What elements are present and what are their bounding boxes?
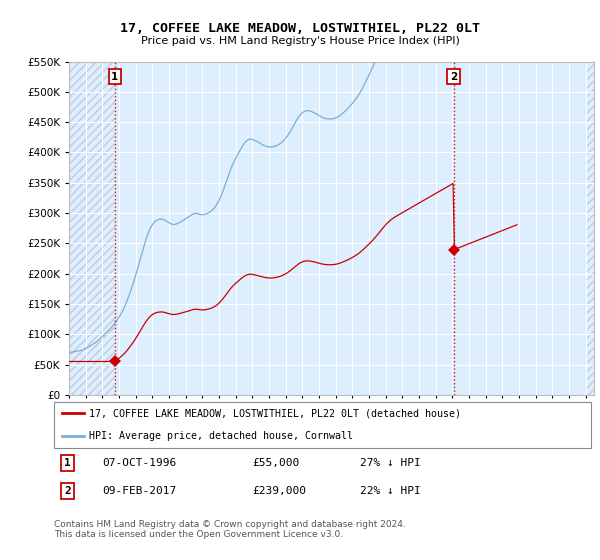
Text: 17, COFFEE LAKE MEADOW, LOSTWITHIEL, PL22 0LT: 17, COFFEE LAKE MEADOW, LOSTWITHIEL, PL2… xyxy=(120,22,480,35)
Bar xyxy=(69,62,115,395)
Text: Price paid vs. HM Land Registry's House Price Index (HPI): Price paid vs. HM Land Registry's House … xyxy=(140,36,460,46)
Text: 1: 1 xyxy=(64,458,71,468)
Text: HPI: Average price, detached house, Cornwall: HPI: Average price, detached house, Corn… xyxy=(89,431,353,441)
Text: £55,000: £55,000 xyxy=(253,458,300,468)
Text: 22% ↓ HPI: 22% ↓ HPI xyxy=(360,486,421,496)
Text: 2: 2 xyxy=(64,486,71,496)
Text: 2: 2 xyxy=(450,72,457,82)
Bar xyxy=(586,62,594,395)
Text: 07-OCT-1996: 07-OCT-1996 xyxy=(103,458,176,468)
Text: £239,000: £239,000 xyxy=(253,486,307,496)
Text: 1: 1 xyxy=(111,72,118,82)
Text: 09-FEB-2017: 09-FEB-2017 xyxy=(103,486,176,496)
Text: 17, COFFEE LAKE MEADOW, LOSTWITHIEL, PL22 0LT (detached house): 17, COFFEE LAKE MEADOW, LOSTWITHIEL, PL2… xyxy=(89,408,461,418)
Text: 27% ↓ HPI: 27% ↓ HPI xyxy=(360,458,421,468)
Text: Contains HM Land Registry data © Crown copyright and database right 2024.
This d: Contains HM Land Registry data © Crown c… xyxy=(54,520,406,539)
